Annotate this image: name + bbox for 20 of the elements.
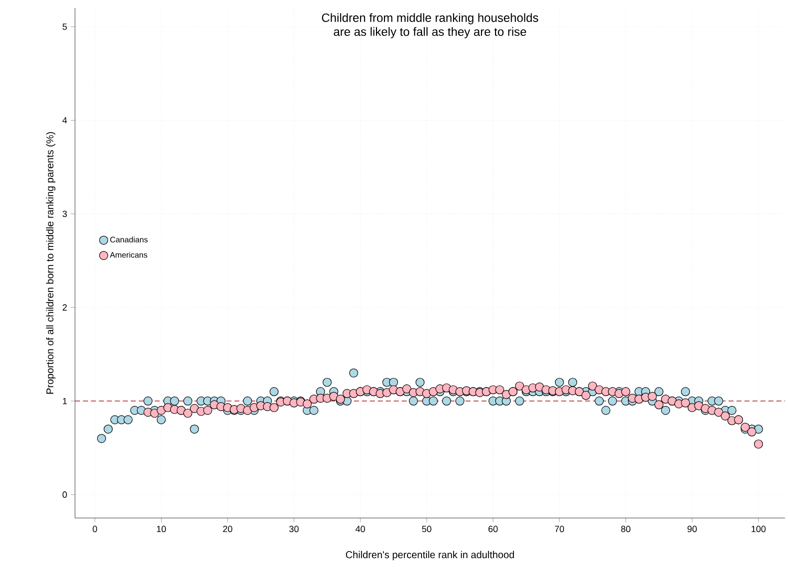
y-axis-title: Proportion of all children born to middle ranking parents (%) xyxy=(46,132,56,394)
x-axis-title: Children's percentile rank in adulthood xyxy=(346,550,514,560)
y-tick-label: 3 xyxy=(62,210,67,218)
x-tick-label: 40 xyxy=(356,526,365,532)
x-tick-label: 90 xyxy=(688,526,697,532)
x-tick-label: 80 xyxy=(621,526,630,532)
y-tick-label: 4 xyxy=(62,117,67,124)
x-tick-label: 100 xyxy=(752,526,766,532)
y-tick-label: 1 xyxy=(62,398,67,404)
x-tick-label: 70 xyxy=(554,526,564,532)
y-tick-label: 2 xyxy=(62,304,67,311)
y-tick-label: 0 xyxy=(62,491,67,498)
x-tick-label: 20 xyxy=(223,526,232,532)
x-tick-label: 50 xyxy=(422,526,432,532)
text: Children from middle ranking households are as likely to fall as they are to rise xyxy=(322,13,538,38)
y-tick-label: 5 xyxy=(62,24,67,30)
x-tick-label: 10 xyxy=(156,526,166,532)
x-tick-label: 30 xyxy=(289,526,299,532)
x-tick-label: 60 xyxy=(488,526,498,532)
x-tick-label: 0 xyxy=(92,526,98,532)
